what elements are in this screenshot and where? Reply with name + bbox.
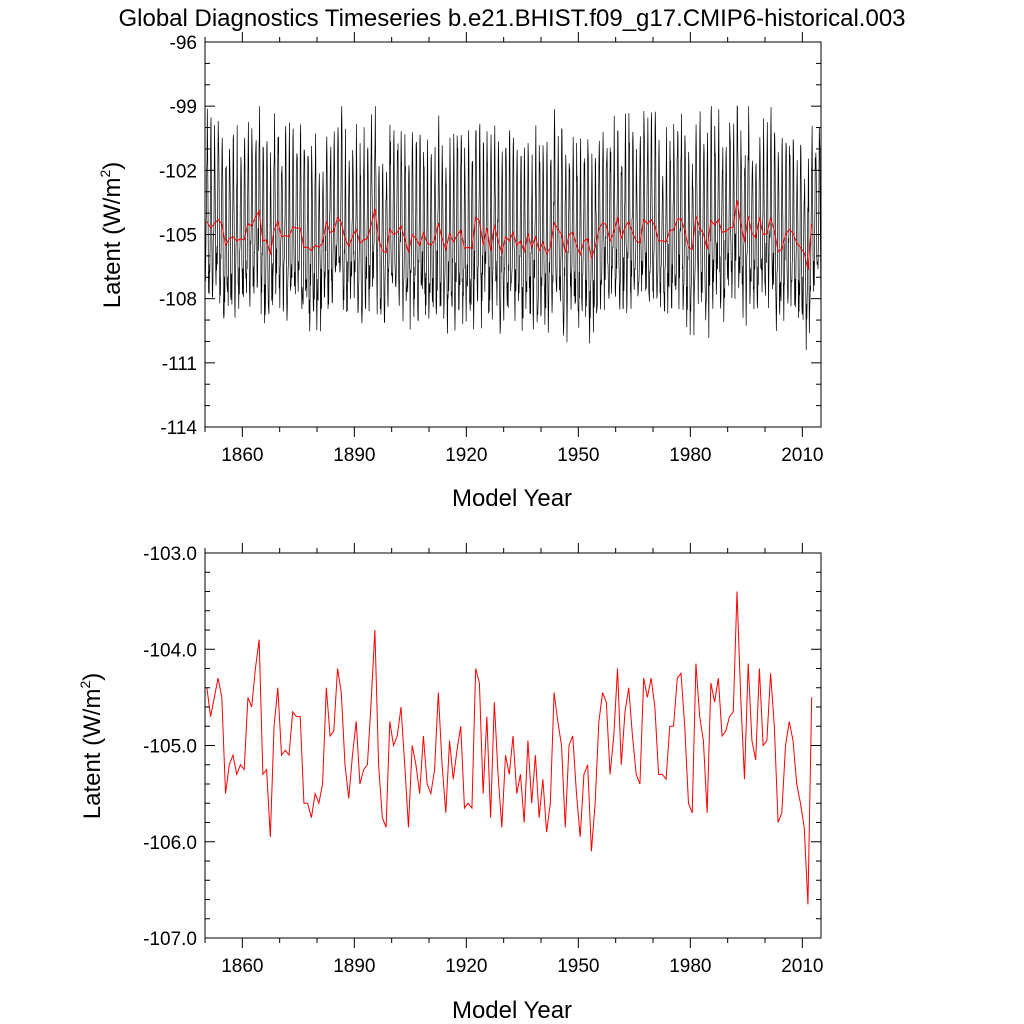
top-x-axis-title: Model Year (452, 485, 572, 512)
top-y-axis: -114 -111 -108 -105 -102 -99 -96 (159, 33, 821, 439)
bottom-y-tick-label: -107.0 (143, 929, 197, 950)
top-x-tick-label: 1920 (445, 445, 487, 466)
top-panel: -114-111-108-105-102-99-96 1860 1890 1920 1… (97, 32, 823, 512)
top-y-tick-label: -108 (159, 290, 197, 311)
bottom-x-tick-label: 2010 (781, 956, 823, 977)
top-y-tick-label: -96 (170, 33, 197, 54)
top-y-tick-label: -99 (170, 97, 197, 118)
bottom-y-axis: -107.0 -106.0 -105.0 -104.0 -103.0 (143, 544, 821, 950)
chart-title: Global Diagnostics Timeseries b.e21.BHIS… (118, 5, 905, 32)
top-x-tick-label: 1980 (669, 445, 711, 466)
bottom-y-tick-label: -104.0 (143, 640, 197, 661)
bottom-plot-frame (204, 552, 822, 939)
top-y-tick-label: -102 (159, 161, 197, 182)
bottom-panel: -107.0-106.0-105.0-104.0-103.0 1860 1890 1… (77, 543, 823, 1024)
top-y-tick-label: -111 (162, 354, 197, 375)
top-x-tick-label: 2010 (781, 445, 823, 466)
top-y-tick-label: -114 (160, 418, 197, 439)
bottom-x-tick-label: 1950 (557, 956, 599, 977)
top-monthly-series (204, 105, 822, 351)
top-y-tick-label: -105 (159, 226, 197, 247)
bottom-y-tick-label: -106.0 (143, 833, 197, 854)
bottom-annual-series (206, 591, 813, 905)
bottom-y-tick-label: -103.0 (143, 544, 197, 565)
top-monthly-line (204, 105, 822, 351)
top-x-axis: 1860 1890 1920 1950 1980 2010 (204, 32, 823, 466)
top-annual-line (206, 200, 813, 270)
top-x-tick-label: 1950 (557, 445, 599, 466)
bottom-x-tick-label: 1920 (445, 956, 487, 977)
bottom-x-axis: 1860 1890 1920 1950 1980 2010 (204, 543, 823, 977)
top-x-tick-label: 1890 (333, 445, 375, 466)
bottom-annual-line (206, 591, 813, 905)
bottom-y-tick-label: -105.0 (143, 737, 197, 758)
bottom-x-tick-label: 1890 (333, 956, 375, 977)
top-y-axis-title: Latent (W/m2) (97, 162, 126, 309)
bottom-x-tick-label: 1860 (221, 956, 263, 977)
bottom-x-axis-title: Model Year (452, 997, 572, 1024)
top-annual-series (206, 200, 813, 270)
bottom-x-tick-label: 1980 (669, 956, 711, 977)
top-x-tick-label: 1860 (221, 445, 263, 466)
bottom-y-axis-title: Latent (W/m2) (77, 673, 106, 820)
